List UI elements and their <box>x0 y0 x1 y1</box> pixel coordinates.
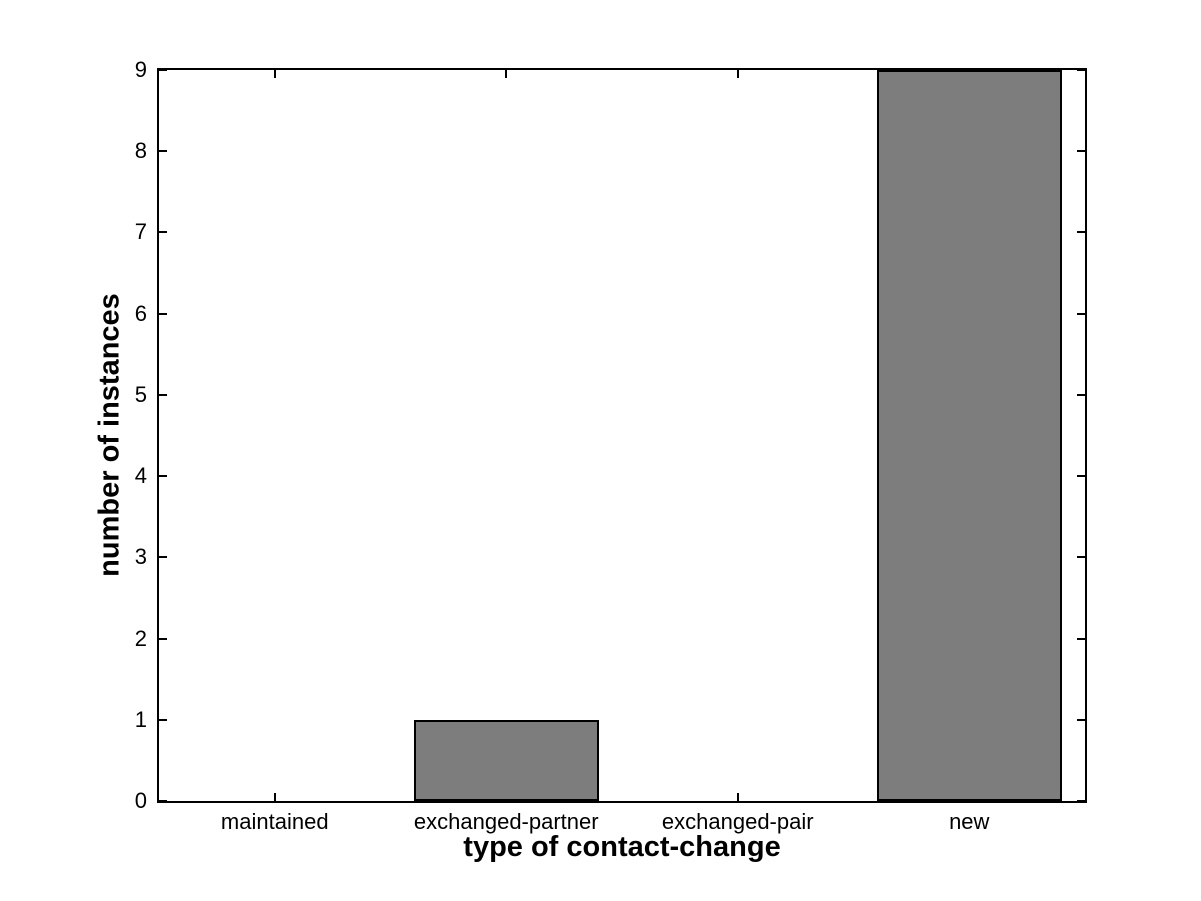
y-tick-label: 2 <box>134 625 147 651</box>
y-tick-left <box>159 231 167 234</box>
y-tick-left <box>159 800 167 802</box>
y-tick-right <box>1077 475 1085 478</box>
y-tick-right <box>1077 312 1085 315</box>
bar <box>876 70 1062 801</box>
plot-area: 0 1 2 3 4 5 6 7 8 9 maintained exchanged-partner exc… <box>135 59 1087 833</box>
x-axis-label: type of contact-change <box>463 831 781 863</box>
y-tick-left <box>159 718 167 721</box>
x-tick-label: maintained <box>220 809 329 834</box>
y-tick-right <box>1077 150 1085 153</box>
y-axis-label: number of instances <box>93 293 126 577</box>
x-tick-top <box>505 70 508 78</box>
y-tick-right <box>1077 718 1085 721</box>
y-tick-left <box>159 393 167 396</box>
x-tick-label: new <box>949 809 990 834</box>
x-tick-top <box>736 70 739 78</box>
y-tick-label: 7 <box>134 219 147 245</box>
y-tick-left <box>159 556 167 559</box>
x-tick-label: exchanged-pair <box>661 809 814 834</box>
x-tick-label: exchanged-partner <box>413 809 599 834</box>
y-tick-right <box>1077 393 1085 396</box>
y-tick-label: 3 <box>134 544 147 570</box>
y-tick-label: 5 <box>134 381 147 407</box>
x-tick-top <box>273 70 276 78</box>
x-tick-bottom <box>736 793 739 801</box>
y-tick-left <box>159 312 167 315</box>
y-tick-left <box>159 475 167 478</box>
y-tick-left <box>159 637 167 640</box>
y-tick-label: 6 <box>134 300 147 326</box>
y-tick-label: 4 <box>134 463 147 489</box>
y-tick-label: 9 <box>134 57 147 82</box>
y-tick-right <box>1077 556 1085 559</box>
y-tick-label: 8 <box>134 138 147 164</box>
y-tick-right <box>1077 800 1085 802</box>
y-tick-right <box>1077 637 1085 640</box>
y-tick-left <box>159 150 167 153</box>
y-tick-right <box>1077 69 1085 71</box>
y-tick-right <box>1077 231 1085 234</box>
y-tick-left <box>159 69 167 71</box>
x-tick-bottom <box>273 793 276 801</box>
bar <box>413 719 599 801</box>
y-tick-label: 1 <box>134 706 147 732</box>
y-tick-label: 0 <box>134 788 147 813</box>
